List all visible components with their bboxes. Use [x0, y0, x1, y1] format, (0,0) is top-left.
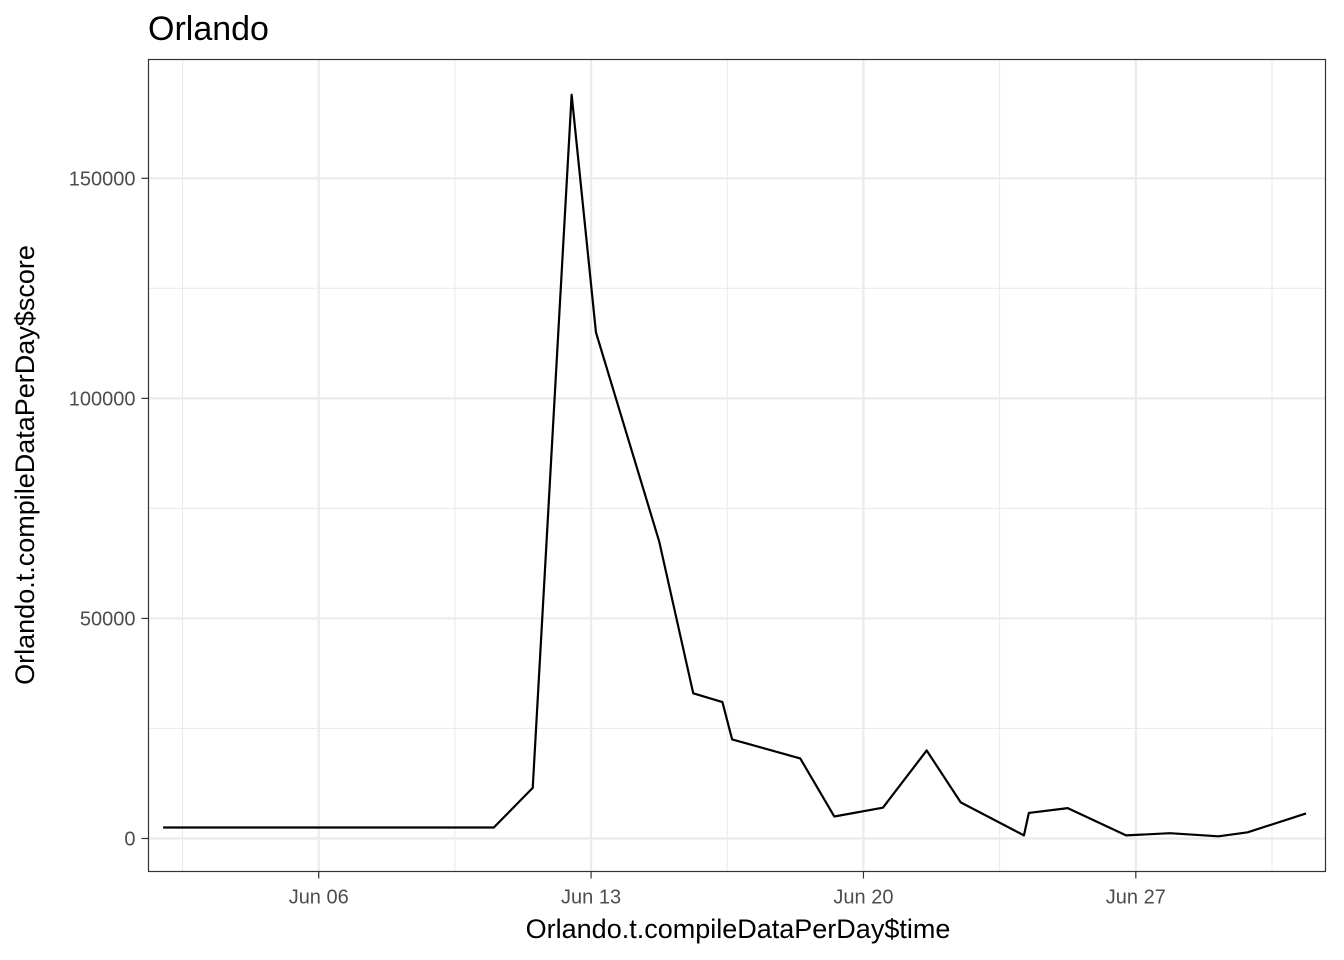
x-tick-label: Jun 13	[561, 887, 621, 909]
x-axis-title: Orlando.t.compileDataPerDay$time	[526, 914, 951, 944]
major-grid	[148, 59, 1326, 872]
y-axis-title: Orlando.t.compileDataPerDay$score	[10, 245, 40, 685]
chart-title: Orlando	[148, 10, 269, 48]
minor-grid	[148, 59, 1326, 872]
axes: Jun 06 Jun 13 Jun 20 Jun 27 0 50000 100000 1500…	[69, 168, 1166, 908]
plot-panel-border	[147, 58, 1327, 873]
x-tick-label: Jun 20	[833, 887, 893, 909]
score-series-line	[163, 93, 1307, 838]
y-tick-label: 50000	[80, 608, 136, 630]
x-tick-label: Jun 27	[1106, 887, 1166, 909]
y-tick-label: 150000	[69, 168, 136, 190]
series-layer	[163, 93, 1307, 838]
y-tick-label: 100000	[69, 388, 136, 410]
x-tick-label: Jun 06	[289, 887, 349, 909]
y-tick-label: 0	[124, 828, 135, 850]
